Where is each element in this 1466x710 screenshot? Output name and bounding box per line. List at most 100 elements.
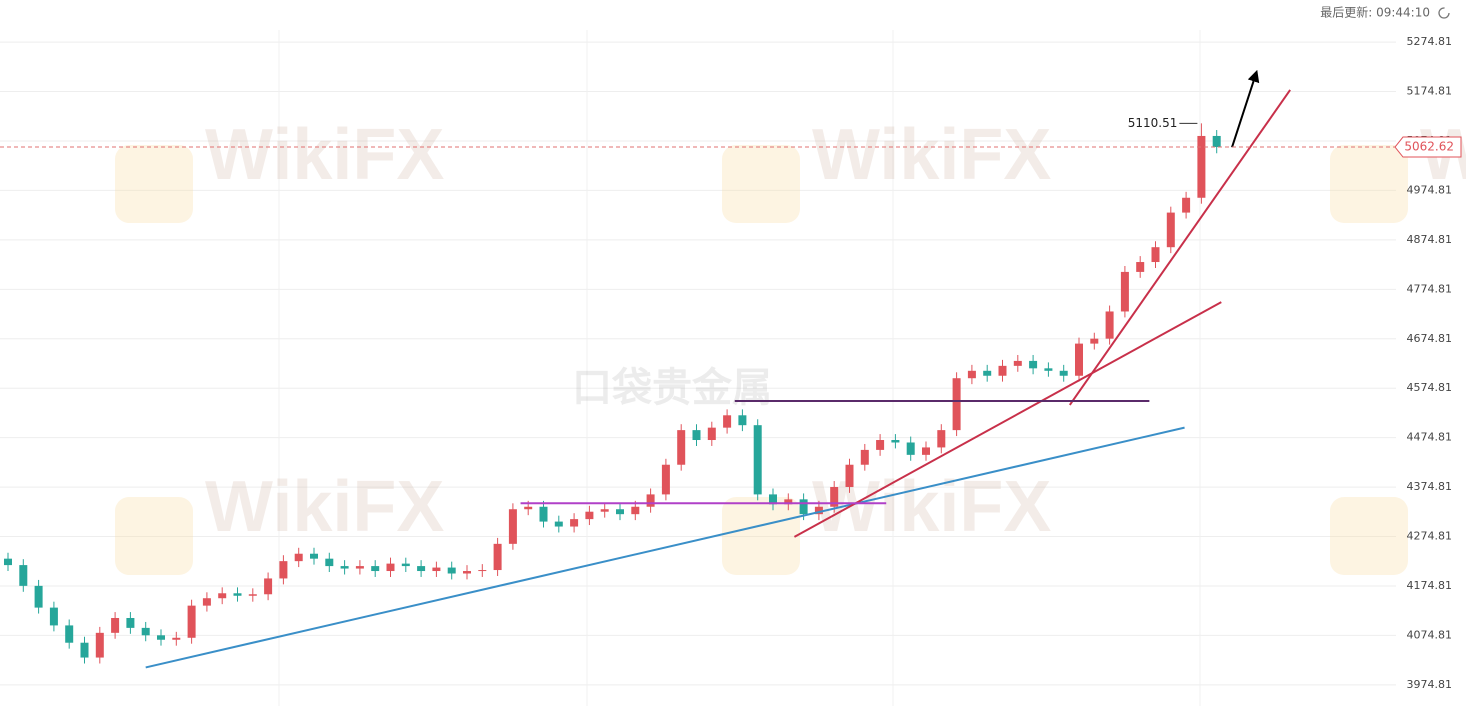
candle-body [1197,135,1206,198]
candle-body [4,558,12,566]
candle-body [922,447,930,455]
candle-body [447,567,456,574]
candle-body [279,561,288,579]
candle-body [478,570,487,572]
y-tick-label: 5274.81 [1407,35,1453,48]
candle-body [769,494,777,505]
candle-body [248,594,257,596]
candle-body [1212,135,1221,148]
candle-body [524,506,533,510]
candle-body [967,370,976,379]
candle-body [1059,370,1068,376]
candle-body [508,509,517,544]
watermarks: WikiFX WikiFX WikiFX WikiFX WikiFX 口袋贵金属 [115,115,1466,575]
candle-body [1013,360,1022,366]
candle-body [432,567,441,572]
candle-body [830,486,839,507]
candle-body [1029,360,1038,369]
candle-body [845,464,854,487]
y-tick-label: 4774.81 [1407,282,1453,295]
y-tick-label: 4674.81 [1407,332,1453,345]
candle-body [600,509,609,512]
center-watermark: 口袋贵金属 [572,365,772,411]
candle-body [264,578,273,595]
y-tick-label: 4474.81 [1407,431,1453,444]
candle-body [1166,212,1175,248]
candle-body [707,427,716,441]
y-tick-label: 4974.81 [1407,183,1453,196]
candle-body [49,607,58,626]
candle-body [463,571,471,574]
trend-line [793,301,1222,538]
candle-body [126,617,135,628]
y-tick-label: 3974.81 [1407,678,1453,691]
candle-body [616,509,624,515]
last-update: 最后更新: 09:44:10 [1320,5,1430,20]
candle-body [784,499,793,505]
candle-body [814,506,823,515]
current-price-box [1394,136,1462,158]
candle-body [233,593,242,596]
arrow [1231,69,1260,148]
candle-body [1044,368,1053,371]
candle-body [983,370,992,376]
candle-body [80,642,89,658]
candle-body [1120,271,1129,312]
candle-body [325,558,334,567]
y-tick-label: 4174.81 [1407,579,1453,592]
candle-body [554,521,563,527]
candle-body [585,511,594,520]
candle-body [202,598,211,606]
trend-line [145,426,1185,669]
candle-body [906,442,915,455]
candle-body [799,499,808,515]
candle-body [65,625,74,643]
watermark: WikiFX [205,115,444,195]
candle-body [738,415,747,426]
candle-body [753,425,762,495]
candle-body [631,506,640,515]
vertical-grid [278,30,1201,706]
candle-body [157,635,165,640]
y-tick-label: 4574.81 [1407,381,1453,394]
candle-body [1151,247,1160,263]
candle-body [876,440,885,450]
candle-body [141,627,150,636]
candle-body [677,430,686,465]
candle-body [218,593,227,599]
candle-body [1182,197,1191,213]
candle-body [340,566,349,569]
trend-line [1069,89,1291,406]
candle-body [661,464,670,495]
candle-body [187,605,196,638]
candle-body [1136,262,1145,272]
watermark: WikiFX [205,467,444,547]
high-label: 5110.51 [1128,116,1178,130]
candle-body [19,565,28,586]
candle-body [646,494,655,507]
candle-body [998,365,1007,376]
candle-body [386,563,395,572]
candle-body [539,506,548,522]
candle-body [111,617,120,633]
candle-body [493,543,502,571]
candle-body [401,563,410,567]
refresh-icon[interactable] [1438,7,1450,19]
current-price-label: 5062.62 [1404,140,1454,154]
candle-body [692,430,701,441]
y-tick-label: 5174.81 [1407,85,1453,98]
candle-body [937,430,946,448]
y-tick-label: 4074.81 [1407,628,1453,641]
candle-body [860,449,869,465]
candle-body [310,553,318,559]
candle-body [723,415,732,428]
candle-body [570,519,579,527]
candle-body [172,637,181,640]
candle-body [294,553,303,562]
y-tick-label: 4874.81 [1407,233,1453,246]
y-tick-label: 4274.81 [1407,530,1453,543]
candle-body [1075,343,1083,376]
candle-body [95,632,104,658]
candle-body [952,378,961,431]
